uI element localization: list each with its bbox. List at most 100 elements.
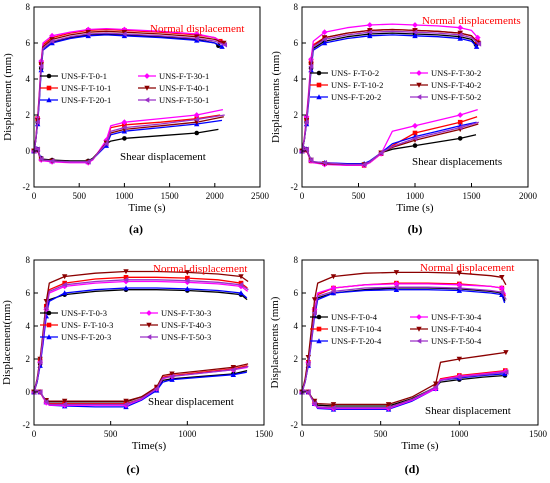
series-line-normal-5	[301, 28, 479, 152]
data-point	[37, 389, 43, 395]
legend-marker	[146, 334, 152, 340]
data-point	[121, 31, 127, 37]
data-point	[305, 361, 311, 367]
x-tick-label: 500	[72, 191, 86, 201]
x-tick-label: 0	[300, 191, 305, 201]
legend-label: UNS-F-T-30-2	[431, 68, 481, 78]
legend-marker	[144, 97, 150, 103]
x-tick-label: 500	[374, 429, 388, 439]
data-point	[185, 275, 190, 281]
series-line-normal-6	[301, 30, 480, 152]
x-tick-label: 1500	[529, 429, 548, 439]
data-point	[238, 280, 244, 286]
data-point	[49, 37, 55, 43]
legend-marker	[316, 70, 322, 76]
data-point	[456, 285, 462, 291]
data-point	[456, 374, 462, 380]
y-tick-label: 4	[26, 74, 31, 84]
annotation-shear: Shear displacement	[120, 151, 206, 163]
data-point	[194, 34, 200, 40]
series-line-normal-5	[301, 271, 507, 393]
legend-label: UNS-F-T-0-4	[331, 312, 378, 322]
data-point	[330, 274, 337, 280]
data-point	[311, 400, 317, 407]
panel-caption: (c)	[126, 462, 139, 476]
y-tick-label: 8	[26, 255, 31, 265]
series-line-normal-6	[301, 286, 507, 393]
legend-label: UNS-F-T-40-3	[161, 320, 211, 330]
data-point	[230, 367, 236, 373]
plot-area	[299, 270, 509, 412]
data-point	[62, 280, 67, 286]
legend-label: UNS-F-T-40-1	[159, 83, 209, 93]
legend-label: UNS-F-T-30-3	[161, 308, 211, 318]
series-line-normal-2	[301, 28, 478, 152]
data-point	[61, 290, 68, 296]
legend-label: UNS-F-T-50-1	[159, 95, 209, 105]
data-point	[412, 130, 418, 136]
data-point	[38, 63, 44, 70]
y-tick-label: 2	[26, 110, 31, 120]
y-axis-label: Displacements (mm)	[270, 51, 282, 143]
series-line-shear-6	[33, 365, 249, 406]
x-tick-label: 500	[104, 429, 118, 439]
y-tick-label: 2	[294, 110, 299, 120]
y-tick-label: 2	[294, 354, 299, 364]
y-tick-label: 4	[294, 321, 299, 331]
legend-marker	[146, 310, 152, 316]
data-point	[412, 33, 418, 39]
legend-label: UNS-F-T-40-4	[431, 324, 482, 334]
legend-marker	[316, 82, 322, 88]
legend-marker	[46, 310, 52, 316]
data-point	[123, 401, 129, 408]
plot-area	[31, 26, 228, 166]
legend-label: UNS-F-T-0-3	[61, 308, 107, 318]
x-axis-label: Time (s)	[396, 202, 434, 214]
data-point	[498, 285, 505, 291]
data-point	[238, 282, 244, 288]
legend-label: UNS-F-T-10-4	[331, 324, 382, 334]
data-point	[305, 389, 311, 395]
data-point	[121, 119, 128, 126]
data-point	[457, 32, 463, 38]
data-point	[123, 285, 129, 291]
data-point	[193, 112, 200, 118]
y-axis-label: Displacement(mm)	[1, 300, 13, 385]
data-point	[123, 269, 129, 275]
data-point	[321, 36, 327, 43]
x-tick-label: 2500	[251, 191, 270, 201]
legend-label: UNS-F-T-20-2	[331, 92, 381, 102]
data-point	[34, 146, 40, 152]
data-point	[184, 277, 190, 284]
legend-label: UNS-F-T-30-1	[159, 71, 209, 81]
data-point	[238, 290, 244, 296]
legend: UNS-F-T-0-4 UNS-F-T-10-4 UNS-F-T-20-4 UNS-F…	[310, 312, 482, 346]
data-point	[311, 310, 317, 316]
data-point	[103, 141, 109, 147]
data-point	[503, 350, 509, 356]
data-point	[367, 28, 373, 34]
data-point	[37, 359, 43, 365]
panel-caption: (b)	[408, 222, 423, 236]
data-point	[121, 33, 128, 39]
data-point	[153, 386, 159, 392]
legend-marker	[416, 326, 422, 332]
plot-area	[31, 269, 249, 410]
data-point	[85, 159, 91, 165]
data-point	[499, 289, 505, 295]
data-point	[433, 384, 439, 390]
data-point	[474, 34, 481, 41]
data-point	[378, 150, 384, 156]
series-line-shear-1	[301, 374, 506, 407]
legend-marker	[46, 85, 52, 91]
data-point	[184, 286, 191, 292]
data-point	[194, 37, 200, 43]
x-tick-label: 2000	[519, 191, 538, 201]
annotation-normal: Normal displacement	[420, 262, 514, 274]
data-point	[385, 404, 391, 411]
data-point	[311, 297, 318, 303]
data-point	[457, 136, 463, 141]
y-tick-label: 0	[294, 387, 299, 397]
